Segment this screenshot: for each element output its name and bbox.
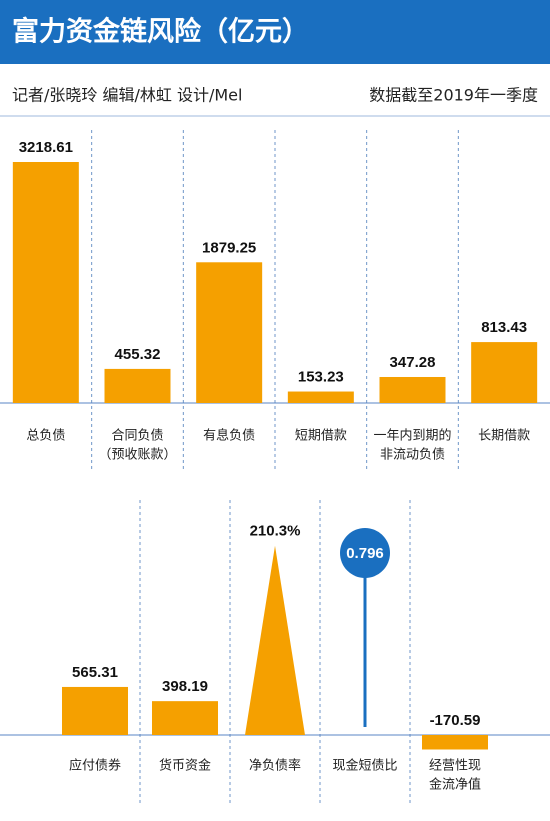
category-label: 短期借款 [295,429,347,444]
category-label: 有息负债 [203,428,255,444]
bar [152,701,218,735]
bar [471,342,538,403]
credits: 记者/张晓玲 编辑/林虹 设计/Mel [12,86,242,105]
category-label: 合同负债 [111,429,163,444]
bar [62,686,128,735]
category-label: 总负债 [26,429,65,444]
value-label: 153.23 [298,368,344,385]
bar [287,391,354,403]
value-label: 0.796 [346,545,384,562]
value-label: 813.43 [481,319,527,336]
category-label: 净负债率 [249,758,301,774]
value-label: 1879.25 [202,239,256,256]
category-label: 非流动负债 [380,448,445,463]
category-label: 经营性现 [429,759,481,774]
circle-marker [340,528,390,578]
value-label: 398.19 [162,678,208,695]
bar [379,376,446,403]
title: 富力资金链风险（亿元） [12,16,309,48]
value-label: 3218.61 [19,139,73,156]
triangle [245,545,305,735]
bar [104,368,171,403]
value-label: 565.31 [72,664,118,681]
category-label: 一年内到期的 [373,428,451,444]
date-note: 数据截至2019年一季度 [369,86,538,105]
header-band [0,0,550,64]
category-label: 长期借款 [478,429,530,444]
bar [12,162,79,403]
category-label: 金流净值 [429,777,481,793]
category-label: 应付债券 [69,758,121,774]
category-label: 现金短债比 [332,758,397,774]
category-label: （预收账款） [98,448,176,463]
bar [422,735,488,750]
value-label: 210.3% [250,523,301,540]
category-label: 货币资金 [159,758,211,774]
bar [196,262,263,403]
value-label: 347.28 [390,354,436,371]
value-label: -170.59 [430,712,481,729]
value-label: 455.32 [115,346,161,363]
